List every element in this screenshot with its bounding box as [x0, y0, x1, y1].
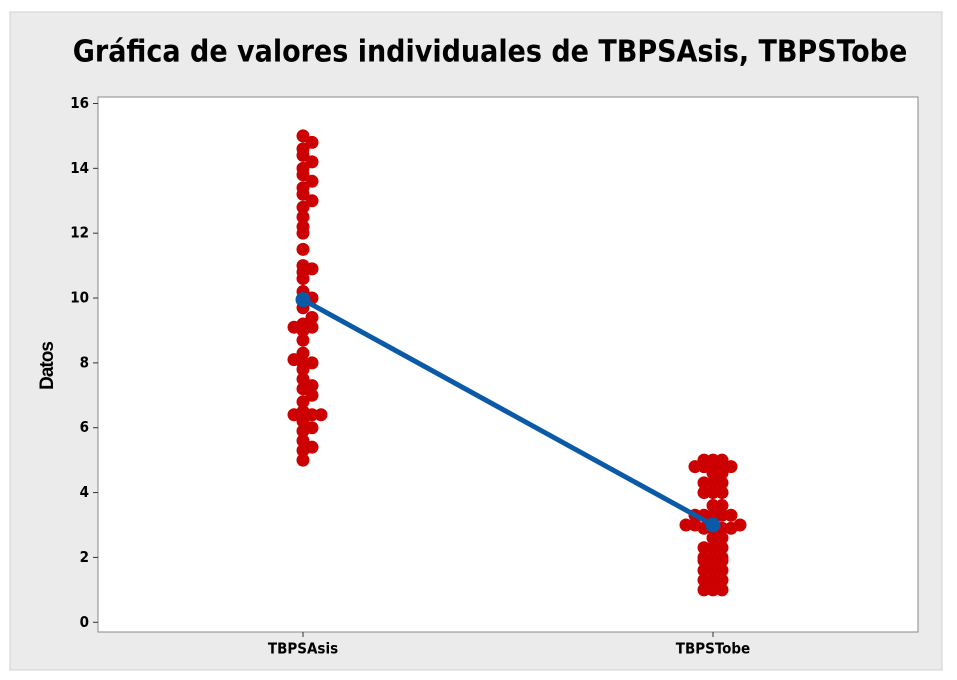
data-point — [706, 573, 720, 587]
data-point — [715, 531, 729, 545]
data-point — [715, 541, 729, 555]
data-point — [715, 563, 729, 577]
data-point — [697, 476, 711, 490]
data-point — [715, 583, 729, 597]
data-point — [305, 310, 319, 324]
data-point — [296, 220, 310, 234]
data-point — [697, 563, 711, 577]
data-point — [296, 317, 310, 331]
y-tick-label: 0 — [80, 613, 89, 631]
y-tick-label: 12 — [70, 224, 89, 242]
data-point — [296, 129, 310, 143]
data-point — [715, 486, 729, 500]
data-point — [296, 346, 310, 360]
data-point — [688, 460, 702, 474]
data-point — [706, 476, 720, 490]
data-point — [296, 161, 310, 175]
data-point — [305, 155, 319, 169]
data-point — [715, 499, 729, 513]
data-point — [296, 259, 310, 273]
y-tick-label: 4 — [80, 483, 89, 501]
data-point — [296, 242, 310, 256]
y-tick-label: 10 — [70, 289, 89, 307]
data-point — [296, 333, 310, 347]
data-point — [296, 372, 310, 386]
data-point — [724, 508, 738, 522]
mean-line — [301, 297, 715, 528]
data-point — [305, 194, 319, 208]
data-point — [305, 174, 319, 188]
data-point — [706, 499, 720, 513]
data-point — [679, 518, 693, 532]
data-point — [296, 210, 310, 224]
data-point — [296, 181, 310, 195]
data-point — [715, 550, 729, 564]
data-point — [697, 573, 711, 587]
data-point — [287, 353, 301, 367]
data-point — [697, 583, 711, 597]
data-point — [296, 414, 310, 428]
data-point — [706, 583, 720, 597]
y-tick-label: 6 — [80, 418, 89, 436]
data-point — [305, 379, 319, 393]
data-point — [706, 550, 720, 564]
data-point — [697, 453, 711, 467]
mean-point — [705, 517, 721, 533]
data-point — [715, 508, 729, 522]
y-tick-label: 14 — [70, 159, 89, 177]
data-point — [305, 388, 319, 402]
data-point — [715, 573, 729, 587]
y-axis-label: Datos — [37, 342, 58, 390]
data-point — [314, 408, 328, 422]
data-point — [296, 200, 310, 214]
data-point — [706, 486, 720, 500]
data-point — [697, 550, 711, 564]
data-point — [715, 453, 729, 467]
y-tick-label: 8 — [80, 353, 89, 371]
plot-area — [97, 96, 919, 633]
x-tick-label: TBPSTobe — [676, 640, 750, 658]
data-point — [706, 453, 720, 467]
data-point — [706, 531, 720, 545]
data-point — [697, 541, 711, 555]
mean-point — [295, 292, 311, 308]
data-point — [305, 421, 319, 435]
data-point — [296, 434, 310, 448]
data-point — [697, 486, 711, 500]
data-point — [305, 356, 319, 370]
x-tick-label: TBPSAsis — [268, 640, 338, 658]
data-point — [724, 460, 738, 474]
y-tick-label: 16 — [70, 94, 89, 112]
data-point — [688, 518, 702, 532]
data-point — [706, 563, 720, 577]
data-point — [305, 440, 319, 454]
data-point — [715, 476, 729, 490]
data-point — [706, 541, 720, 555]
data-point — [733, 518, 747, 532]
data-point — [296, 395, 310, 409]
data-point — [305, 135, 319, 149]
data-point — [296, 453, 310, 467]
data-point — [296, 405, 310, 419]
chart-title: Gráfica de valores individuales de TBPSA… — [73, 35, 908, 70]
data-point — [296, 142, 310, 156]
y-tick-label: 2 — [80, 548, 89, 566]
